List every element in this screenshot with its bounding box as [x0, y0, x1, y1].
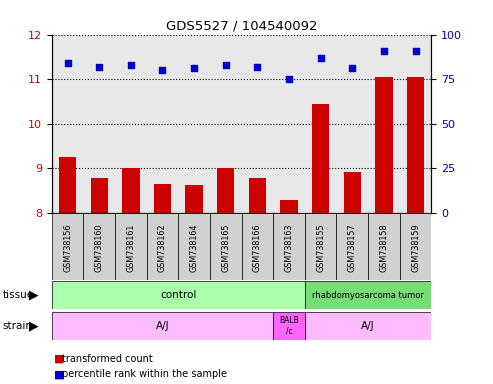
Bar — [344, 172, 361, 213]
Bar — [59, 157, 76, 213]
Text: GSM738165: GSM738165 — [221, 223, 230, 272]
Bar — [368, 213, 400, 280]
Bar — [248, 178, 266, 213]
Bar — [115, 213, 147, 280]
Point — [380, 48, 388, 54]
Bar — [375, 77, 392, 213]
Bar — [281, 200, 298, 213]
Bar — [336, 213, 368, 280]
Bar — [305, 213, 336, 280]
Point — [285, 76, 293, 82]
Bar — [83, 213, 115, 280]
Text: GSM738162: GSM738162 — [158, 223, 167, 272]
Bar — [305, 312, 431, 340]
Bar — [312, 104, 329, 213]
Bar — [52, 213, 83, 280]
Text: GSM738158: GSM738158 — [380, 223, 388, 272]
Text: A/J: A/J — [361, 321, 375, 331]
Text: GSM738155: GSM738155 — [316, 223, 325, 272]
Point — [190, 65, 198, 71]
Bar — [242, 213, 273, 280]
Text: transformed count: transformed count — [62, 354, 152, 364]
Text: tissue: tissue — [2, 290, 34, 300]
Bar — [400, 213, 431, 280]
Bar — [210, 213, 242, 280]
Point — [349, 65, 356, 71]
Text: GDS5527 / 104540092: GDS5527 / 104540092 — [166, 19, 317, 32]
Bar — [178, 213, 210, 280]
Bar — [273, 312, 305, 340]
Point — [64, 60, 71, 66]
Text: ■: ■ — [54, 369, 65, 379]
Text: A/J: A/J — [156, 321, 169, 331]
Text: ▶: ▶ — [29, 319, 38, 333]
Text: GSM738157: GSM738157 — [348, 223, 357, 272]
Bar — [305, 281, 431, 309]
Bar — [122, 169, 140, 213]
Point — [412, 48, 420, 54]
Text: GSM738164: GSM738164 — [190, 223, 199, 271]
Point — [95, 64, 103, 70]
Bar — [407, 77, 424, 213]
Text: strain: strain — [2, 321, 33, 331]
Bar — [52, 312, 273, 340]
Bar — [91, 178, 108, 213]
Text: GSM738160: GSM738160 — [95, 223, 104, 271]
Text: GSM738163: GSM738163 — [284, 223, 293, 271]
Bar — [185, 185, 203, 213]
Point — [253, 64, 261, 70]
Bar — [273, 213, 305, 280]
Text: ■: ■ — [54, 354, 65, 364]
Text: GSM738159: GSM738159 — [411, 223, 420, 272]
Text: GSM738156: GSM738156 — [63, 223, 72, 272]
Point — [222, 62, 230, 68]
Point — [159, 67, 167, 73]
Text: GSM738161: GSM738161 — [126, 223, 136, 271]
Point — [127, 62, 135, 68]
Text: control: control — [160, 290, 197, 300]
Bar — [147, 213, 178, 280]
Bar — [154, 184, 171, 213]
Text: rhabdomyosarcoma tumor: rhabdomyosarcoma tumor — [312, 291, 424, 300]
Text: GSM738166: GSM738166 — [253, 223, 262, 271]
Bar — [217, 169, 235, 213]
Text: percentile rank within the sample: percentile rank within the sample — [62, 369, 227, 379]
Point — [317, 55, 324, 61]
Bar — [52, 281, 305, 309]
Text: BALB
/c: BALB /c — [279, 316, 299, 336]
Text: ▶: ▶ — [29, 289, 38, 302]
